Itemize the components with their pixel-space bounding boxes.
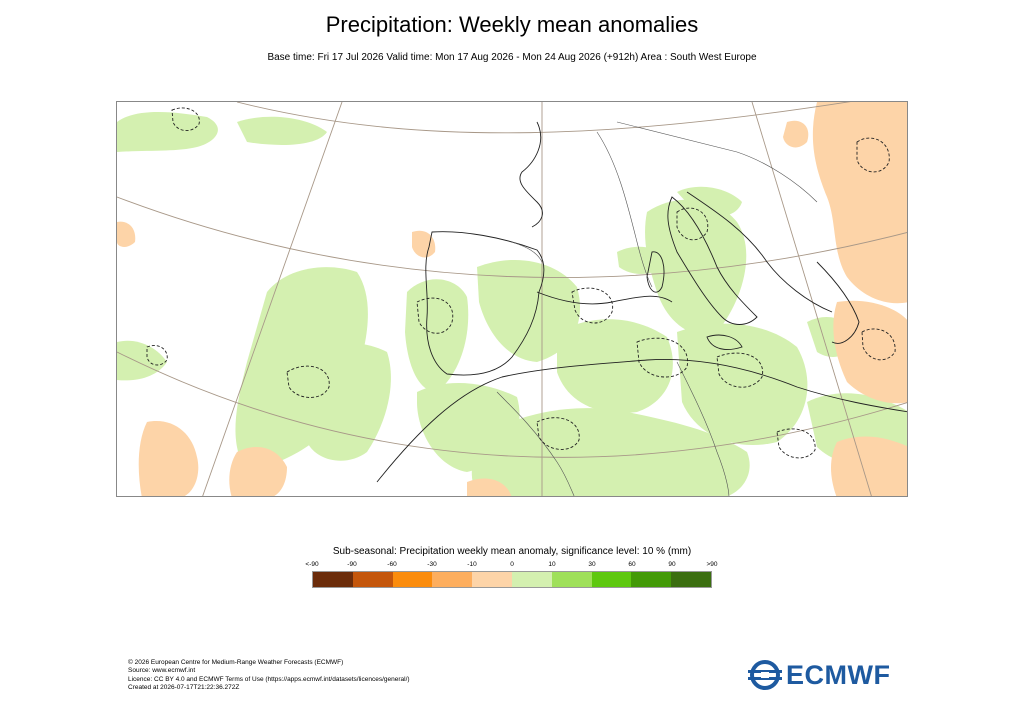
ecmwf-logo: ECMWF <box>748 660 898 690</box>
coast-italy <box>667 196 758 325</box>
legend-ticks: <-90 -90 -60 -30 -10 0 10 30 60 90 >90 <box>305 561 717 571</box>
footer-copyright: © 2026 European Centre for Medium-Range … <box>128 659 344 666</box>
coast-greece <box>816 261 860 344</box>
orange-area-spain-n <box>412 230 436 258</box>
legend-tick-label: -90 <box>347 561 357 568</box>
green-area-ocean-c <box>307 343 391 461</box>
legend-swatch <box>313 572 353 587</box>
green-area-n <box>237 116 327 145</box>
contour-1 <box>416 297 454 334</box>
graticule-parallel-north <box>236 102 851 134</box>
positive-anomaly-areas <box>117 112 907 496</box>
contour-9 <box>286 365 330 398</box>
orange-area-france-e <box>783 120 809 148</box>
legend-tick-label: <-90 <box>305 561 319 568</box>
ecmwf-logo-icon <box>748 660 782 690</box>
green-area-iberia-c <box>477 259 581 362</box>
contour-10 <box>146 345 168 366</box>
border-libya <box>676 361 730 496</box>
legend-swatch <box>591 572 632 587</box>
chart-title: Precipitation: Weekly mean anomalies <box>325 12 699 37</box>
borders <box>496 121 818 496</box>
legend-tick-label: 10 <box>548 561 556 568</box>
contour-8 <box>861 328 896 361</box>
coast-uk <box>519 121 543 228</box>
legend-swatch <box>671 572 711 587</box>
green-area-med-c <box>677 323 808 446</box>
green-area-med-w <box>557 319 673 413</box>
green-area-portugal <box>405 279 469 392</box>
coastlines <box>376 121 907 483</box>
contour-2 <box>571 287 614 324</box>
legend-swatch <box>551 572 592 587</box>
negative-anomaly-areas <box>117 102 907 496</box>
legend-tick-label: -10 <box>467 561 477 568</box>
footer-source: Source: www.ecmwf.int <box>128 667 196 675</box>
green-area-north-africa <box>471 408 750 496</box>
border-central-europe <box>616 121 818 203</box>
orange-area-west <box>117 221 136 247</box>
legend-tick-label: 60 <box>628 561 636 568</box>
coast-sardinia <box>646 251 665 293</box>
legend-tick-label: 30 <box>588 561 596 568</box>
footer-licence: Licence: CC BY 4.0 and ECMWF Terms of Us… <box>128 675 410 683</box>
green-area-left-edge <box>117 340 167 381</box>
contour-11 <box>171 107 200 131</box>
orange-area-ne <box>812 102 907 304</box>
border-france-east <box>596 131 653 288</box>
legend-colorbar <box>312 571 712 588</box>
map-canvas <box>117 102 907 496</box>
graticule-meridian-w <box>202 102 343 496</box>
legend-tick-label: >90 <box>706 561 718 568</box>
coast-balkans <box>686 191 833 313</box>
legend-title: Sub-seasonal: Precipitation weekly mean … <box>332 546 692 557</box>
orange-area-sw <box>138 421 199 496</box>
coast-sicily <box>706 334 743 350</box>
legend-swatch <box>631 572 672 587</box>
orange-area-s-center <box>467 478 512 496</box>
legend-tick-label: 0 <box>510 561 514 568</box>
orange-area-se <box>831 436 907 496</box>
contour-7 <box>856 137 890 173</box>
orange-area-east-edge <box>833 300 907 404</box>
contour-3 <box>636 337 688 378</box>
graticule <box>117 102 907 496</box>
border-pyrenees <box>511 241 543 263</box>
legend-tick-label: -60 <box>387 561 397 568</box>
border-algeria <box>496 391 575 496</box>
contour-12 <box>776 428 816 459</box>
legend-tick-label: -30 <box>427 561 437 568</box>
significance-contours <box>146 107 896 459</box>
coast-iberia <box>425 231 545 376</box>
footer-created: Created at 2026-07-17T21:22:36.272Z <box>128 683 240 691</box>
green-area-nw <box>117 112 218 152</box>
ecmwf-logo-text: ECMWF <box>786 659 891 690</box>
legend-swatch <box>352 572 393 587</box>
graticule-parallel-mid <box>117 196 907 278</box>
chart-subtitle: Base time: Fri 17 Jul 2026 Valid time: M… <box>267 52 757 63</box>
contour-5 <box>536 417 580 450</box>
contour-4 <box>716 352 764 388</box>
graticule-parallel-south <box>117 351 907 458</box>
legend-swatch <box>511 572 552 587</box>
legend-swatch <box>472 572 512 587</box>
orange-area-sw2 <box>229 447 287 496</box>
legend-swatch <box>392 572 433 587</box>
legend-tick-label: 90 <box>668 561 676 568</box>
contour-6 <box>676 207 709 241</box>
green-area-balkans <box>677 186 742 217</box>
coast-north-africa <box>376 359 907 483</box>
footer-credits: © 2026 European Centre for Medium-Range … <box>128 659 410 692</box>
anomaly-map <box>116 101 908 497</box>
legend-swatch <box>432 572 473 587</box>
